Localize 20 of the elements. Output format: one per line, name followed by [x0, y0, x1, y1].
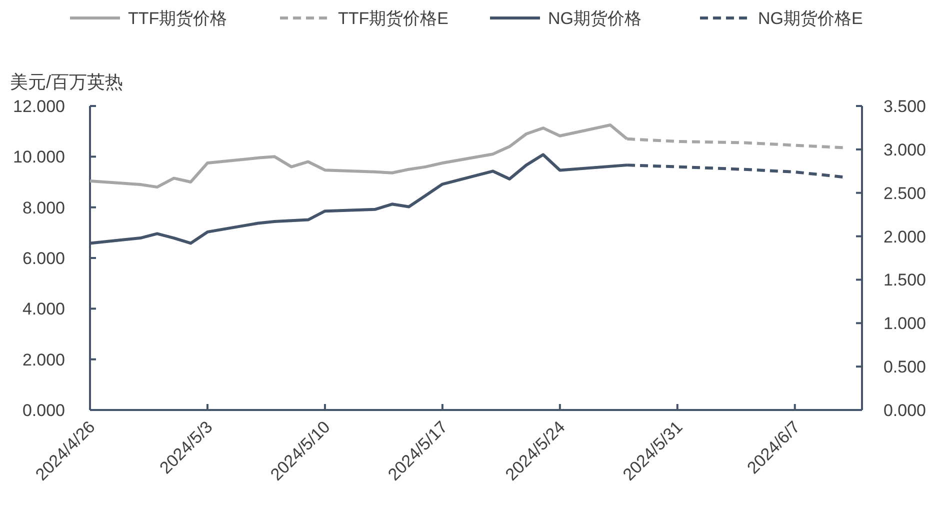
y2-tick-label: 2.000	[883, 227, 926, 246]
y-axis-title: 美元/百万英热	[10, 72, 124, 92]
legend-label: NG期货价格E	[758, 9, 863, 28]
legend-label: TTF期货价格	[128, 9, 228, 28]
y-tick-label: 10.000	[13, 148, 65, 167]
y-tick-label: 4.000	[22, 300, 65, 319]
legend-label: TTF期货价格E	[338, 9, 448, 28]
y2-tick-label: 3.000	[883, 140, 926, 160]
y2-tick-label: 3.500	[883, 97, 926, 116]
y-tick-label: 0.000	[22, 401, 65, 420]
y2-tick-label: 2.500	[883, 184, 926, 203]
y2-tick-label: 0.000	[883, 401, 926, 420]
y2-tick-label: 0.500	[883, 358, 926, 377]
y-tick-label: 2.000	[22, 350, 65, 370]
y2-tick-label: 1.500	[883, 270, 926, 290]
y-tick-label: 6.000	[22, 249, 65, 268]
y-tick-label: 12.000	[13, 97, 65, 116]
y2-tick-label: 1.000	[883, 314, 926, 334]
legend-label: NG期货价格	[548, 9, 642, 28]
y-tick-label: 8.000	[22, 198, 65, 218]
